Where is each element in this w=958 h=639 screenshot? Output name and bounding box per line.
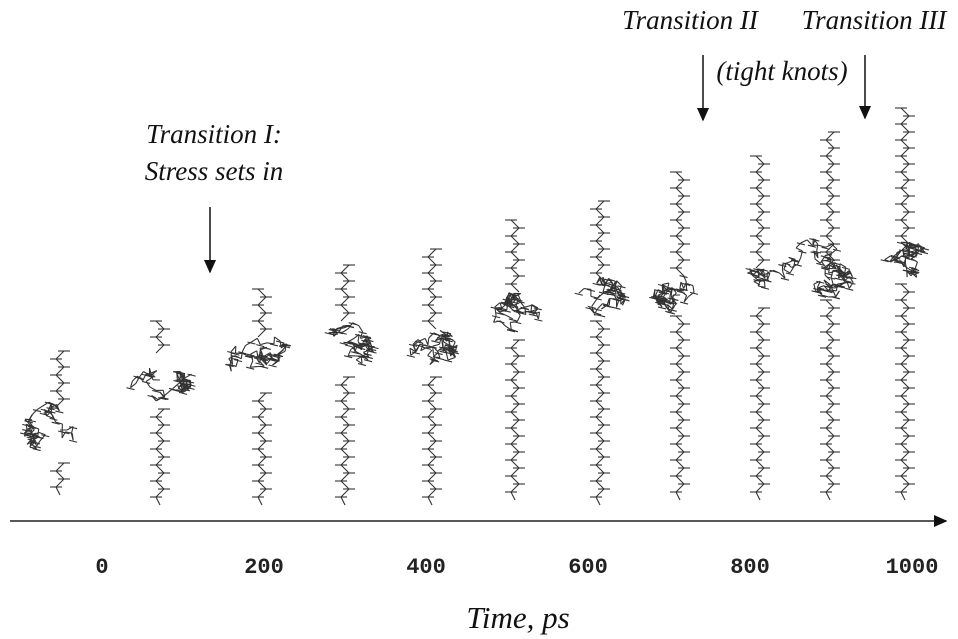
tick-label: 600 bbox=[568, 555, 608, 580]
molecules bbox=[20, 107, 929, 506]
axis-label: Time, ps bbox=[466, 600, 569, 635]
tick-label: 400 bbox=[406, 555, 446, 580]
annotation: (tight knots) bbox=[716, 56, 847, 86]
annotation: Transition I: bbox=[146, 119, 282, 149]
tick-label: 1000 bbox=[886, 555, 939, 580]
annotation: Stress sets in bbox=[145, 156, 284, 186]
tick-label: 200 bbox=[244, 555, 284, 580]
annotation: Transition II bbox=[622, 5, 760, 35]
tick-label: 0 bbox=[95, 555, 108, 580]
annotation: Transition III bbox=[802, 5, 949, 35]
tick-label: 800 bbox=[730, 555, 770, 580]
